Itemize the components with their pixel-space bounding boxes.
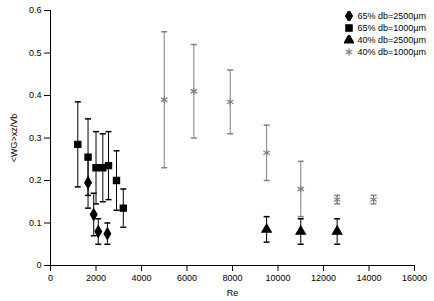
svg-text:0: 0 bbox=[48, 273, 53, 283]
html-text:65% db=2500μm: 65% db=2500μm bbox=[357, 11, 426, 21]
svg-text:6000: 6000 bbox=[177, 273, 197, 283]
svg-text:4000: 4000 bbox=[131, 273, 151, 283]
svg-text:0.6: 0.6 bbox=[29, 5, 42, 15]
svg-text:8000: 8000 bbox=[222, 273, 242, 283]
svg-text:Re: Re bbox=[227, 288, 239, 298]
svg-text:0: 0 bbox=[36, 260, 41, 270]
svg-text:0.4: 0.4 bbox=[29, 90, 42, 100]
svg-text:0.3: 0.3 bbox=[29, 133, 42, 143]
svg-text:0.2: 0.2 bbox=[29, 175, 42, 185]
svg-text:<WG>xz/Vb: <WG>xz/Vb bbox=[9, 114, 19, 163]
html-text:65% db=1000μm: 65% db=1000μm bbox=[357, 23, 426, 33]
svg-text:12000: 12000 bbox=[311, 273, 336, 283]
svg-text:10000: 10000 bbox=[265, 273, 290, 283]
svg-text:0.5: 0.5 bbox=[29, 48, 42, 58]
svg-text:0.1: 0.1 bbox=[29, 218, 42, 228]
svg-text:16000: 16000 bbox=[402, 273, 427, 283]
svg-text:14000: 14000 bbox=[356, 273, 381, 283]
html-text:40% db=1000μm: 40% db=1000μm bbox=[357, 47, 426, 57]
html-text:40% db=2500μm: 40% db=2500μm bbox=[357, 35, 426, 45]
svg-text:2000: 2000 bbox=[86, 273, 106, 283]
